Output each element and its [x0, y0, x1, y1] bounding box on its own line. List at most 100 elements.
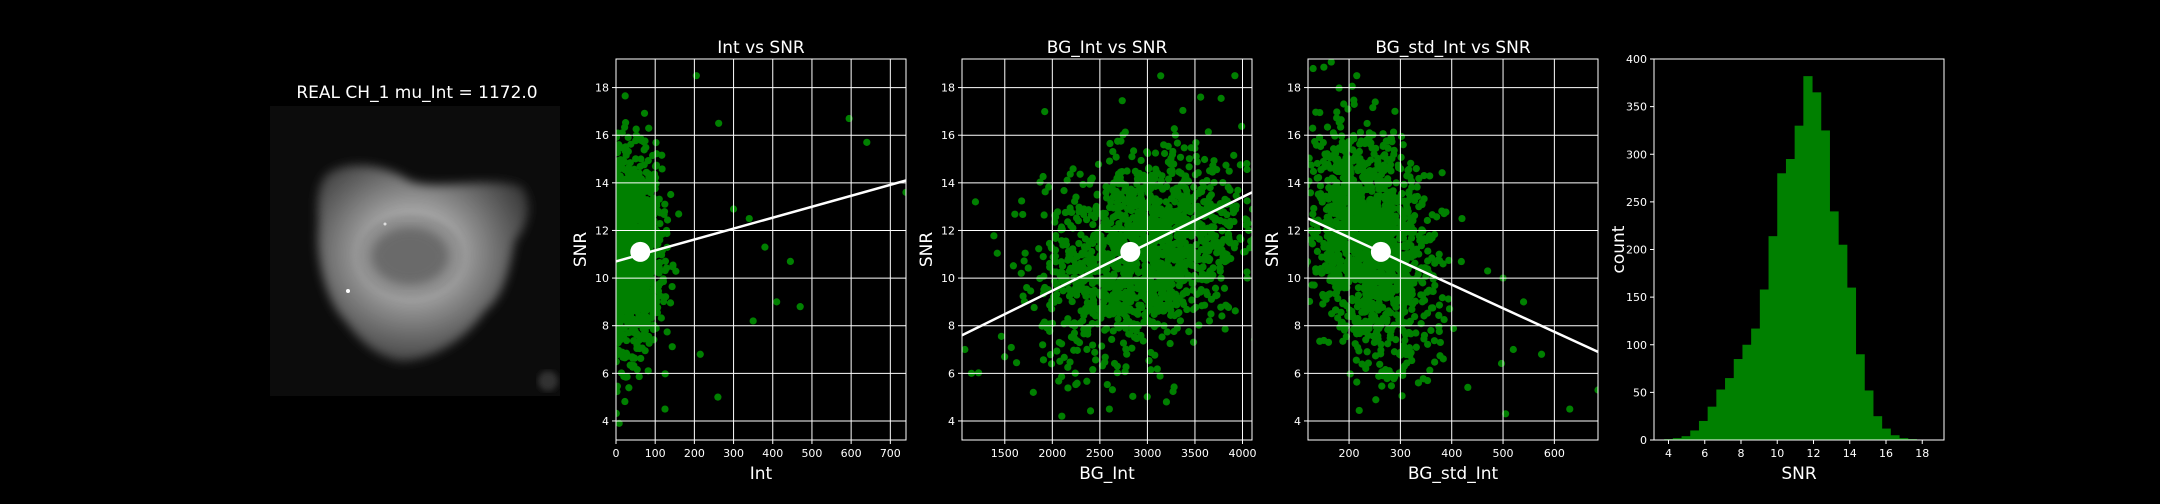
scatter-point	[1119, 339, 1128, 347]
y-tick-label: 10	[595, 272, 609, 285]
scatter-point	[1308, 92, 1309, 96]
histogram-bar	[1838, 244, 1848, 440]
scatter-point	[1370, 168, 1378, 177]
scatter-point	[1185, 163, 1193, 171]
scatter-point	[1206, 183, 1214, 192]
scatter-point	[1348, 82, 1356, 90]
y-tick-label: 150	[1626, 291, 1647, 304]
scatter-point	[1566, 405, 1574, 413]
x-tick-label: 300	[723, 447, 744, 460]
scatter-point	[1186, 260, 1195, 269]
scatter-point	[1383, 228, 1391, 236]
scatter-point	[1317, 165, 1325, 174]
scatter-point	[1329, 152, 1337, 160]
scatter-point	[1354, 156, 1362, 164]
scatter-point	[645, 238, 653, 246]
scatter-point	[1357, 230, 1365, 239]
bright-spot	[346, 289, 350, 293]
scatter-point	[1311, 138, 1319, 146]
scatter-point	[656, 220, 664, 228]
scatter-point	[1379, 130, 1387, 138]
scatter-point	[1386, 161, 1395, 169]
scatter-point	[1362, 264, 1370, 272]
scatter-point	[1152, 167, 1160, 175]
y-tick-label: 250	[1626, 196, 1647, 209]
histogram-bar	[1751, 328, 1761, 440]
scatter-point	[1338, 132, 1346, 140]
scatter-point	[658, 165, 666, 173]
scatter-point	[1113, 210, 1121, 219]
scatter-point	[1537, 350, 1546, 358]
scatter-point	[1419, 279, 1427, 287]
scatter-point	[1160, 211, 1169, 220]
scatter-point	[1335, 264, 1343, 272]
scatter-point	[1378, 368, 1386, 376]
y-axis-label: SNR	[1263, 232, 1283, 268]
scatter-point	[618, 292, 626, 300]
y-tick-label: 350	[1626, 101, 1647, 114]
histogram-bar	[1690, 430, 1700, 440]
scatter-point	[623, 280, 632, 288]
scatter-point	[1293, 290, 1300, 297]
scatter-point	[1039, 172, 1047, 181]
scatter-point	[1263, 176, 1270, 183]
scatter-point	[1108, 335, 1116, 343]
scatter-point	[1392, 335, 1400, 344]
scatter-point	[1430, 337, 1439, 345]
scatter-point	[1309, 167, 1318, 176]
scatter-point	[1064, 384, 1072, 392]
scatter-point	[1308, 240, 1317, 248]
scatter-point	[1335, 144, 1343, 152]
scatter-point	[1084, 206, 1093, 214]
histogram-bar	[1707, 406, 1717, 440]
scatter-point	[1332, 220, 1340, 228]
scatter-point	[1352, 269, 1360, 278]
scatter-point	[1363, 203, 1371, 211]
scatter-point	[1357, 243, 1365, 251]
scatter-point	[1170, 125, 1178, 133]
scatter-point	[1081, 257, 1090, 265]
scatter-point	[1353, 378, 1361, 386]
scatter-point	[1389, 191, 1397, 199]
scatter-point	[1160, 301, 1168, 310]
scatter-point	[1145, 302, 1153, 310]
scatter-point	[1413, 183, 1421, 191]
scatter-point	[1152, 195, 1160, 203]
scatter-point	[1386, 331, 1395, 339]
mean-marker	[630, 241, 651, 262]
scatter-point	[1163, 328, 1171, 336]
scatter-point	[1196, 220, 1204, 228]
scatter-point	[1160, 149, 1169, 158]
scatter-point	[1186, 252, 1194, 260]
scatter-point	[1412, 245, 1421, 253]
scatter-point	[1336, 197, 1344, 206]
scatter-point	[1149, 259, 1158, 267]
scatter-point	[1389, 198, 1397, 206]
scatter-point	[1383, 155, 1391, 163]
scatter-point	[1175, 282, 1183, 290]
scatter-point	[1353, 330, 1361, 338]
scatter-point	[1431, 358, 1439, 366]
scatter-point	[1436, 352, 1444, 360]
scatter-point	[1431, 259, 1439, 267]
scatter-point	[1373, 199, 1381, 207]
histogram-bar	[1759, 289, 1770, 440]
scatter-point	[1169, 147, 1177, 156]
scatter-point	[1405, 165, 1413, 174]
scatter-point	[1068, 289, 1076, 297]
scatter-point	[648, 291, 656, 299]
scatter-point	[1106, 139, 1114, 148]
scatter-point	[1195, 321, 1203, 329]
scatter-point	[1057, 226, 1065, 234]
x-tick-label: 12	[1807, 447, 1821, 460]
scatter-point	[1115, 220, 1123, 228]
scatter-point	[1355, 406, 1363, 415]
scatter-point	[1370, 259, 1378, 267]
histogram-bar	[1864, 390, 1874, 440]
scatter-point	[1440, 210, 1448, 218]
scatter-point	[997, 332, 1006, 340]
scatter-point	[1407, 159, 1415, 167]
scatter-point	[640, 329, 649, 337]
scatter-point	[643, 313, 651, 321]
scatter-point	[643, 300, 652, 308]
